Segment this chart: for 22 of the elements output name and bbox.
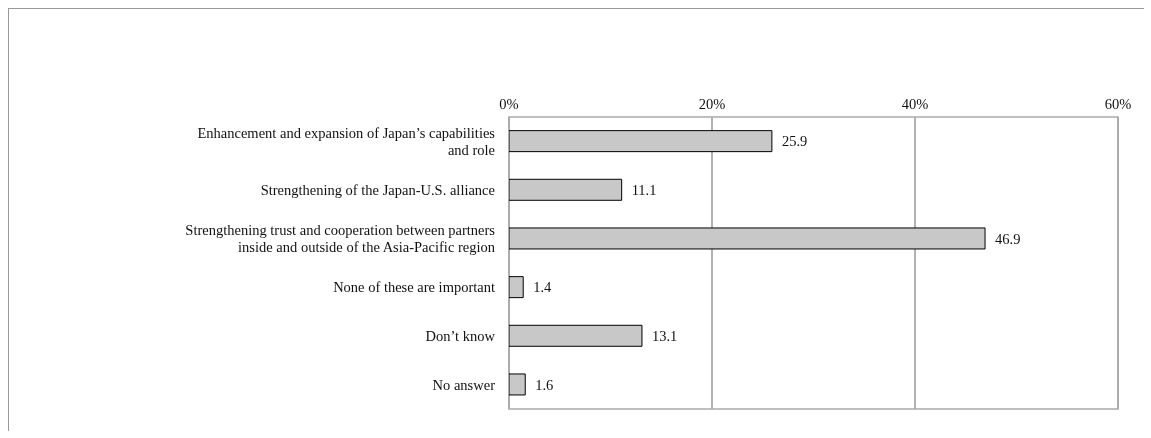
bar [509,276,524,299]
y-tick-label: Strengthening of the Japan-U.S. alliance [260,182,495,198]
x-tick-label: 20% [698,96,726,112]
data-label: 46.9 [995,230,1021,247]
x-tick-label: 40% [901,96,929,112]
y-tick-label: Don’t know [425,328,496,344]
y-tick-label: None of these are important [333,279,495,296]
bar [509,324,643,347]
bar [509,227,986,250]
y-tick-label: Enhancement and expansion of Japan’s capabilities and role [197,124,496,158]
data-label: 25.9 [781,133,808,150]
bar [509,130,773,153]
data-label: 11.1 [631,181,657,198]
y-tick-label: Strengthening trust and cooperation between partners inside and outside of the Asia-Pacific region [185,222,496,256]
bar [509,373,526,396]
data-label: 1.4 [533,279,553,296]
bar [509,178,623,201]
x-tick-label: 0% [499,96,519,112]
x-tick-label: 60% [1104,96,1132,112]
y-tick-label: No answer [432,376,496,393]
data-label: 13.1 [651,327,678,344]
data-label: 1.6 [535,376,554,393]
